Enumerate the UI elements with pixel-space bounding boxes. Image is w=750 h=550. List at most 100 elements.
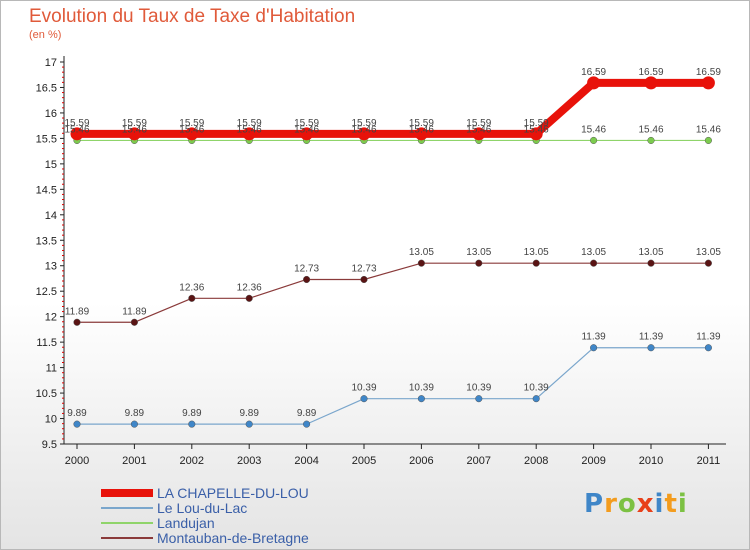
legend-item: Le Lou-du-Lac (101, 500, 401, 516)
data-point (245, 420, 253, 428)
data-label: 9.89 (125, 408, 145, 419)
data-label: 15.59 (122, 118, 147, 129)
y-tick-label: 11 (46, 363, 57, 375)
data-point (245, 294, 253, 302)
y-tick-label: 16 (45, 108, 57, 120)
data-label: 10.39 (524, 383, 549, 394)
data-point (701, 76, 715, 90)
data-point (242, 127, 256, 141)
data-label: 15.46 (237, 124, 262, 135)
series-line-le-lou-du-lac (76, 347, 710, 425)
data-point (303, 420, 311, 428)
brand-letter: o (617, 489, 637, 519)
data-point (644, 76, 658, 90)
data-label: 11.39 (696, 332, 721, 343)
data-point (414, 127, 428, 141)
data-point (73, 420, 81, 428)
data-label: 9.89 (239, 408, 259, 419)
x-tick-label: 2009 (581, 455, 605, 467)
brand-letter: i (677, 489, 688, 519)
brand-letter: r (604, 489, 618, 519)
data-label: 15.59 (294, 118, 319, 129)
y-tick-label: 15 (45, 159, 57, 171)
x-tick-label: 2010 (639, 455, 663, 467)
data-point (704, 136, 712, 144)
data-label: 15.46 (409, 124, 434, 135)
brand-logo: Proxiti (584, 489, 688, 519)
y-tick-label: 10 (45, 414, 57, 426)
data-label: 15.59 (64, 118, 89, 129)
data-point (185, 127, 199, 141)
data-label: 15.46 (696, 124, 721, 135)
data-label: 12.73 (294, 263, 319, 274)
y-tick-label: 14 (45, 210, 57, 222)
data-label: 13.05 (409, 247, 434, 258)
legend-swatch (101, 522, 153, 524)
data-point (188, 420, 196, 428)
data-label: 15.46 (638, 124, 663, 135)
brand-letter: P (584, 489, 605, 519)
data-label: 15.59 (409, 118, 434, 129)
x-tick-label: 2005 (352, 455, 376, 467)
data-label: 15.59 (524, 118, 549, 129)
data-label: 10.39 (409, 383, 434, 394)
data-label: 16.59 (581, 67, 606, 78)
data-point (590, 259, 598, 267)
data-label: 16.59 (696, 67, 721, 78)
data-label: 15.59 (237, 118, 262, 129)
x-tick-label: 2011 (697, 455, 721, 467)
data-label: 11.89 (122, 306, 147, 317)
data-point (130, 318, 138, 326)
data-label: 15.46 (122, 124, 147, 135)
y-tick-label: 12 (45, 312, 57, 324)
legend-swatch (101, 537, 153, 539)
data-label: 15.46 (64, 124, 89, 135)
data-label: 10.39 (466, 383, 491, 394)
data-label: 12.36 (237, 282, 262, 293)
data-point (188, 294, 196, 302)
y-tick-label: 11.5 (36, 337, 57, 349)
series-line-montauban-de-bretagne (76, 262, 710, 323)
data-point (360, 275, 368, 284)
data-point (532, 395, 540, 403)
data-label: 13.05 (696, 247, 721, 258)
y-tick-label: 9.5 (42, 439, 57, 451)
legend-label: Montauban-de-Bretagne (157, 530, 309, 546)
legend-swatch (101, 489, 153, 497)
x-tick-label: 2000 (65, 455, 89, 467)
brand-letter: t (664, 489, 678, 519)
data-label: 13.05 (524, 247, 549, 258)
data-label: 11.39 (581, 332, 606, 343)
x-tick-label: 2008 (524, 455, 548, 467)
data-label: 15.46 (179, 124, 204, 135)
y-tick-label: 13 (45, 261, 57, 273)
data-point (475, 395, 483, 403)
data-label: 13.05 (638, 247, 663, 258)
data-label: 15.46 (466, 124, 491, 135)
series-line-la-chapelle-du-lou (73, 78, 713, 138)
data-point (417, 395, 425, 403)
data-label: 9.89 (297, 408, 317, 419)
data-point (70, 127, 84, 141)
y-tick-label: 14.5 (36, 184, 57, 196)
data-label: 16.59 (638, 67, 663, 78)
y-tick-label: 10.5 (36, 388, 57, 400)
data-label: 9.89 (67, 408, 87, 419)
legend-item: Montauban-de-Bretagne (101, 530, 401, 546)
data-label: 13.05 (466, 247, 491, 258)
data-label: 11.89 (65, 306, 90, 317)
y-tick-label: 16.5 (36, 82, 57, 94)
data-point (647, 136, 655, 144)
y-tick-label: 12.5 (36, 286, 57, 298)
x-tick-label: 2001 (122, 455, 146, 467)
data-point (303, 275, 311, 284)
data-point (590, 344, 598, 352)
y-tick-label: 15.5 (36, 133, 57, 145)
legend-label: LA CHAPELLE-DU-LOU (157, 485, 309, 501)
brand-letter: i (654, 489, 665, 519)
data-point (357, 127, 371, 141)
x-tick-label: 2007 (467, 455, 491, 467)
data-point (73, 318, 81, 326)
data-point (647, 259, 655, 267)
